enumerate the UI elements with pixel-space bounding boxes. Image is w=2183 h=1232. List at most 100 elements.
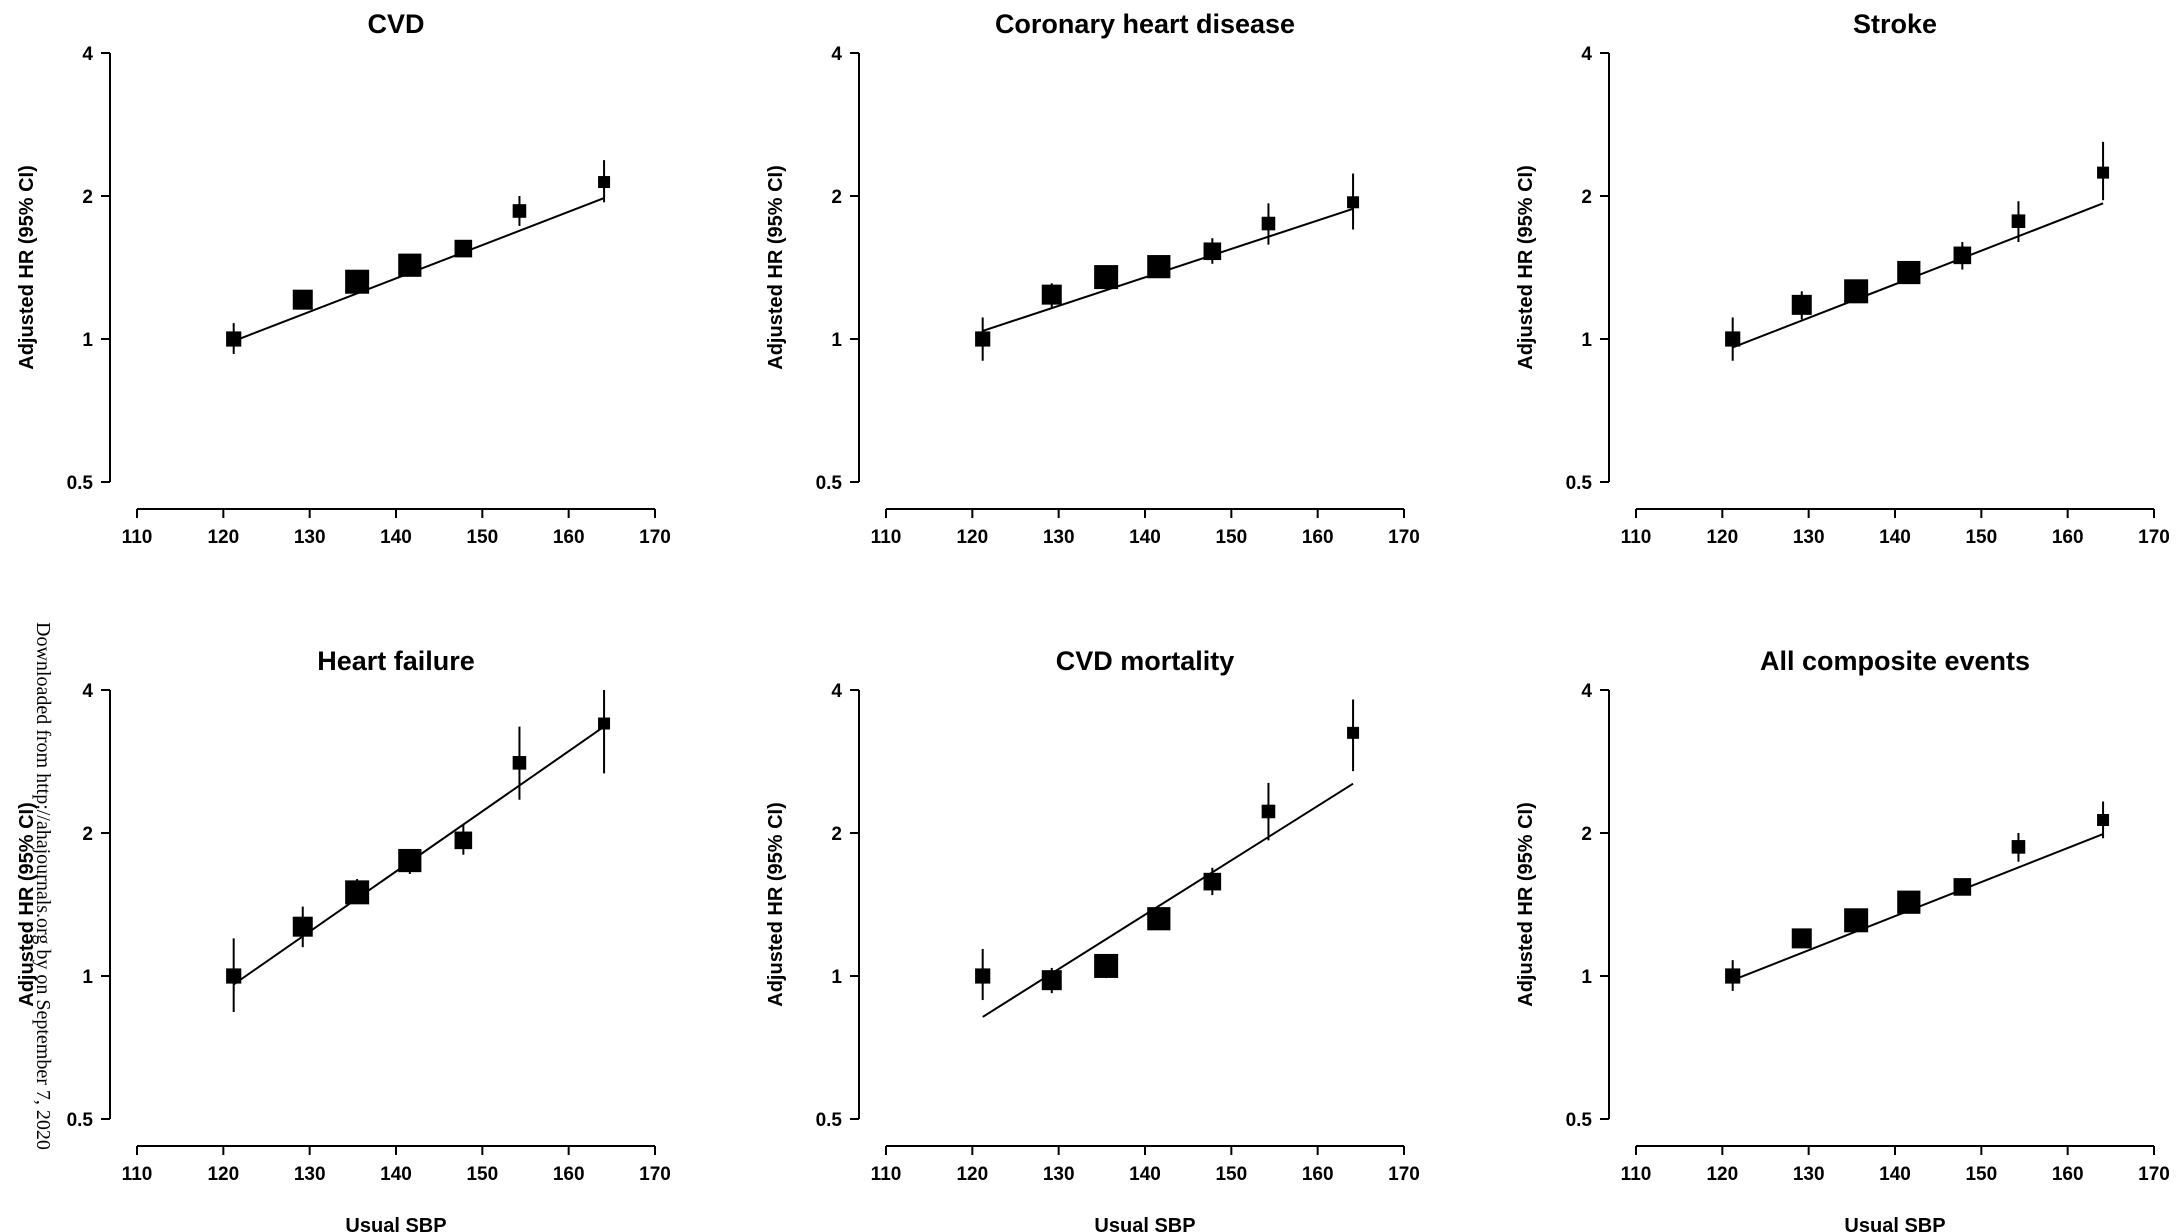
x-tick-label: 120 [1706,527,1738,548]
x-tick-label: 110 [1621,527,1652,548]
data-point [975,968,991,984]
data-point [598,176,611,189]
data-point [1791,294,1812,315]
x-tick-label: 170 [639,527,671,548]
x-tick-label: 130 [1793,1164,1825,1185]
panel-title: Heart failure [317,646,475,676]
data-point [1203,872,1222,891]
y-tick-label: 1 [831,967,842,988]
data-point [1094,265,1119,290]
y-tick-label: 2 [82,187,93,208]
x-tick-label: 130 [294,1164,326,1185]
data-point [1844,279,1869,304]
x-tick-label: 170 [1388,1164,1420,1185]
x-tick-label: 150 [466,1164,498,1185]
x-tick-label: 110 [122,1164,153,1185]
data-point [598,717,611,730]
data-point [2011,214,2026,229]
y-tick-label: 4 [82,681,93,702]
x-tick-label: 120 [207,1164,239,1185]
x-tick-label: 170 [2138,1164,2170,1185]
data-point [1261,216,1276,231]
x-tick-label: 140 [380,1164,412,1185]
y-tick-label: 0.5 [816,1110,843,1131]
x-tick-label: 130 [1043,527,1075,548]
y-tick-label: 2 [1581,824,1592,845]
y-tick-label: 1 [1581,330,1592,351]
y-tick-label: 2 [1581,187,1592,208]
chart-panel: All composite events 0.5 1 2 4 110 120 130 140 15… [1515,646,2170,1232]
data-point [398,848,422,873]
panel-title: CVD mortality [1056,646,1235,676]
x-tick-label: 130 [1043,1164,1075,1185]
y-tick-label: 4 [831,681,842,702]
data-point [1094,953,1119,978]
y-tick-label: 2 [82,824,93,845]
x-tick-label: 110 [122,527,153,548]
data-point [226,331,242,347]
x-tick-label: 160 [553,527,585,548]
y-axis-label: Adjusted HR (95% CI) [16,802,38,1006]
x-tick-label: 170 [639,1164,671,1185]
data-point [975,331,991,347]
x-tick-label: 140 [1879,1164,1911,1185]
x-axis-label: Usual SBP [1094,1215,1195,1232]
y-tick-label: 1 [82,330,93,351]
y-tick-label: 2 [831,824,842,845]
data-point [2097,814,2110,827]
y-tick-label: 4 [831,44,842,65]
data-point [345,880,370,905]
data-point [1347,196,1360,209]
x-tick-label: 160 [2052,527,2084,548]
data-point [512,756,527,770]
y-tick-label: 0.5 [67,1110,94,1131]
x-tick-label: 120 [956,527,988,548]
chart-panel: Heart failure 0.5 1 2 4 110 120 130 140 150 160 170… [16,646,671,1232]
x-tick-label: 160 [1302,527,1334,548]
x-tick-label: 160 [2052,1164,2084,1185]
data-point [1147,255,1171,279]
data-point [1897,890,1921,914]
y-tick-label: 4 [82,44,93,65]
x-tick-label: 130 [1793,527,1825,548]
data-point [1347,726,1360,739]
x-tick-label: 150 [1965,1164,1997,1185]
x-axis-label: Usual SBP [345,1215,446,1232]
x-tick-label: 140 [1129,527,1161,548]
data-point [292,916,313,937]
panel-title: Stroke [1853,9,1937,39]
x-tick-label: 150 [1215,1164,1247,1185]
x-tick-label: 130 [294,527,326,548]
x-tick-label: 140 [380,527,412,548]
y-tick-label: 4 [1581,44,1592,65]
data-point [345,269,370,294]
x-tick-label: 110 [871,1164,902,1185]
x-axis-label: Usual SBP [1844,1215,1945,1232]
data-point [398,253,422,277]
data-point [1725,331,1741,347]
x-tick-label: 160 [1302,1164,1334,1185]
y-axis-label: Adjusted HR (95% CI) [1515,802,1537,1006]
fit-line [982,782,1354,1018]
y-tick-label: 4 [1581,681,1592,702]
data-point [1844,908,1869,933]
y-tick-label: 0.5 [1566,1110,1593,1131]
x-tick-label: 120 [956,1164,988,1185]
data-point [454,831,473,850]
data-point [1261,804,1276,819]
x-tick-label: 160 [553,1164,585,1185]
y-tick-label: 1 [82,967,93,988]
data-point [292,289,313,310]
y-axis-label: Adjusted HR (95% CI) [1515,165,1537,369]
data-point [1147,907,1171,931]
chart-panel: Coronary heart disease 0.5 1 2 4 110 120 130 140… [765,9,1420,548]
data-point [1725,968,1741,984]
data-point [2097,166,2110,179]
data-point [1791,928,1812,949]
y-axis-label: Adjusted HR (95% CI) [16,165,38,369]
data-point [1953,878,1972,896]
data-point [226,968,242,984]
data-point [2011,840,2026,854]
x-tick-label: 150 [1215,527,1247,548]
panels-group: CVD 0.5 1 2 4 110 120 130 140 150 160 170 Adjusted H… [16,9,2170,1232]
